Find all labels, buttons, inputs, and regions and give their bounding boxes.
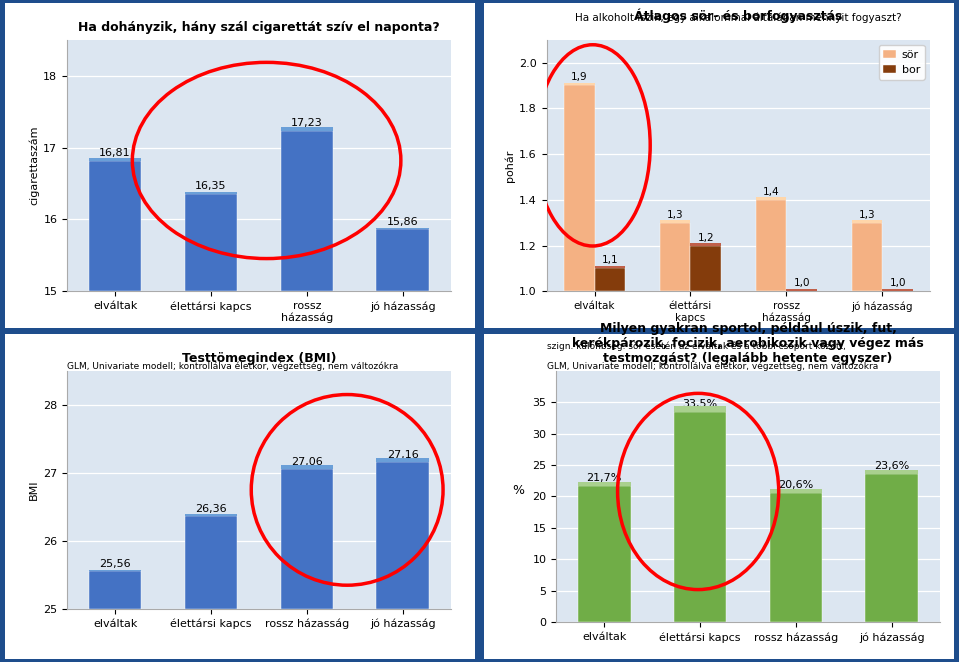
Bar: [89, 158, 142, 161]
Bar: [673, 406, 727, 412]
Bar: [882, 289, 913, 291]
Bar: [690, 246, 721, 291]
Text: 1,3: 1,3: [858, 210, 876, 220]
Text: szign. különbség: sör esetén az elváltak és a többi csoport között,: szign. különbség: sör esetén az elváltak…: [547, 342, 846, 351]
Bar: [865, 470, 919, 474]
Bar: [786, 289, 817, 291]
Text: 26,36: 26,36: [196, 504, 226, 514]
Bar: [865, 474, 919, 622]
Text: 16,35: 16,35: [196, 181, 226, 191]
Bar: [281, 465, 334, 469]
Text: 1,9: 1,9: [571, 72, 588, 83]
Bar: [376, 462, 430, 609]
Bar: [185, 192, 238, 194]
Text: 23,6%: 23,6%: [875, 461, 909, 471]
Text: 1,2: 1,2: [697, 232, 714, 242]
Bar: [595, 268, 625, 291]
Title: Milyen gyakran sportol, például úszik, fut,
kerékpározik, focizik, aerobikozik v: Milyen gyakran sportol, például úszik, f…: [573, 322, 924, 365]
Text: 1,4: 1,4: [762, 187, 780, 197]
Text: 20,6%: 20,6%: [779, 480, 813, 490]
Text: 25,56: 25,56: [100, 559, 130, 569]
Text: 16,81: 16,81: [100, 148, 130, 158]
Bar: [756, 197, 786, 200]
Bar: [89, 570, 142, 571]
Title: Átlagos sör- és borfogyasztás: Átlagos sör- és borfogyasztás: [634, 9, 843, 23]
Bar: [769, 489, 823, 493]
Text: Ha alkoholt iszik, egy alkalommal általában mennyit fogyaszt?: Ha alkoholt iszik, egy alkalommal általá…: [575, 13, 901, 23]
Bar: [89, 571, 142, 609]
Bar: [185, 516, 238, 609]
Bar: [690, 243, 721, 246]
Y-axis label: pohár: pohár: [504, 150, 515, 181]
Text: 17,23: 17,23: [291, 118, 323, 128]
Bar: [185, 514, 238, 516]
Bar: [376, 230, 430, 291]
Text: 33,5%: 33,5%: [683, 399, 717, 409]
Y-axis label: cigarettaszám: cigarettaszám: [29, 126, 39, 205]
Legend: sör, bor: sör, bor: [878, 45, 924, 79]
Bar: [281, 469, 334, 609]
Text: 1,1: 1,1: [601, 256, 619, 265]
Title: Testtömegindex (BMI): Testtömegindex (BMI): [181, 352, 337, 365]
Y-axis label: BMI: BMI: [29, 480, 39, 500]
Bar: [756, 200, 786, 291]
Y-axis label: %: %: [512, 483, 525, 496]
Text: 21,7%: 21,7%: [587, 473, 621, 483]
Bar: [577, 486, 630, 622]
Bar: [281, 131, 334, 291]
Bar: [660, 220, 690, 222]
Text: 27,06: 27,06: [291, 457, 323, 467]
Bar: [769, 493, 823, 622]
Text: 27,16: 27,16: [386, 450, 419, 460]
Bar: [564, 85, 595, 291]
Text: 1,0: 1,0: [793, 278, 810, 289]
Title: Ha dohányzik, hány szál cigarettát szív el naponta?: Ha dohányzik, hány szál cigarettát szív …: [78, 21, 440, 34]
Text: GLM, Univariate modell; kontrollálva életkor, végzettség, nem változókra: GLM, Univariate modell; kontrollálva éle…: [547, 361, 877, 371]
Bar: [281, 127, 334, 131]
Bar: [673, 412, 727, 622]
Text: 15,86: 15,86: [387, 216, 418, 226]
Bar: [852, 220, 882, 222]
Bar: [89, 161, 142, 291]
Bar: [595, 265, 625, 268]
Bar: [376, 228, 430, 230]
Text: GLM, Univariate modell; kontrollálva életkor, végzettség, nem változókra: GLM, Univariate modell; kontrollálva éle…: [67, 361, 398, 371]
Bar: [564, 83, 595, 85]
Text: 1,3: 1,3: [667, 210, 684, 220]
Bar: [577, 483, 630, 486]
Bar: [376, 458, 430, 462]
Bar: [660, 222, 690, 291]
Bar: [185, 194, 238, 291]
Text: 1,0: 1,0: [889, 278, 906, 289]
Bar: [852, 222, 882, 291]
